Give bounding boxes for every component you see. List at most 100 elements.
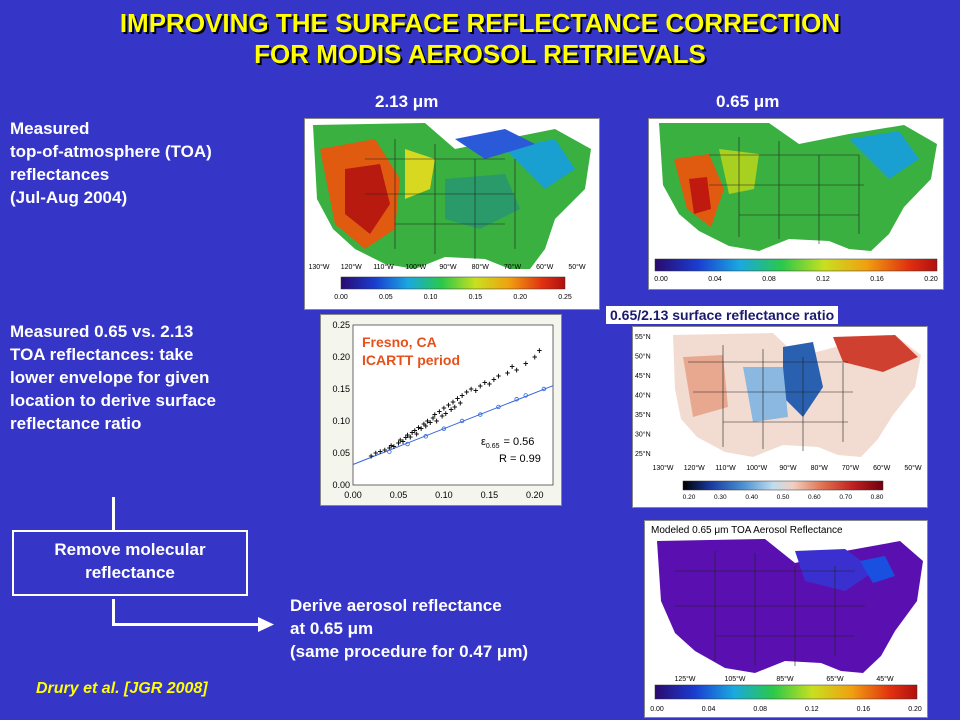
scatter-point: +	[396, 438, 401, 448]
lat-tick-ratio: 50°N	[635, 353, 651, 361]
lat-tick-ratio: 35°N	[635, 411, 651, 419]
scatter-point: +	[373, 448, 378, 458]
envelope-point	[405, 441, 410, 447]
scatter-point: +	[398, 435, 403, 445]
y-tick-label: 0.05	[332, 448, 350, 458]
measured-line-4: (Jul-Aug 2004)	[10, 188, 128, 207]
label-065um: 0.65 μm	[716, 92, 780, 111]
colorbar-tick-213: 0.10	[424, 294, 438, 301]
connector-line-top	[112, 497, 115, 530]
map-modeled-svg: Modeled 0.65 μm TOA Aerosol Reflectance …	[645, 521, 927, 717]
annotation-line-1: Fresno, CA	[362, 334, 437, 350]
lon-tick-213: 70°W	[504, 263, 522, 271]
scatter-point: +	[478, 381, 483, 391]
colorbar-tick-ratio: 0.40	[745, 494, 758, 501]
derive-line-3: (same procedure for 0.47 μm)	[290, 642, 529, 661]
map-ratio-svg: 55°N 50°N 45°N 40°N 35°N 30°N 25°N 130°W 120°W 1…	[633, 327, 927, 507]
colorbar-tick-modeled: 0.08	[753, 706, 767, 713]
scatter-point: +	[482, 378, 487, 388]
scatter-point: +	[441, 403, 446, 413]
scatter-point: +	[532, 352, 537, 362]
scatter-point: +	[419, 424, 424, 434]
plot-area	[352, 324, 554, 486]
modeled-map-title: Modeled 0.65 μm TOA Aerosol Reflectance	[651, 525, 843, 536]
lat-tick-ratio: 45°N	[635, 372, 651, 380]
lon-tick-ratio: 60°W	[873, 464, 891, 472]
scatter-point: +	[387, 443, 392, 453]
scatter-point: +	[409, 428, 414, 438]
map-213um: 0.00 0.05 0.10 0.15 0.20 0.25 130°W 120°W 110°W…	[304, 118, 600, 310]
vs-line-5: reflectance ratio	[10, 414, 142, 433]
scatter-svg: + + + + +++ +++++++++++++++++++++++++++++ + + + +…	[321, 315, 561, 505]
y-tick-label: 0.00	[332, 480, 350, 490]
colorbar-tick-modeled: 0.00	[650, 706, 664, 713]
box-line-2: reflectance	[85, 563, 175, 582]
arrow-head-icon	[258, 617, 274, 632]
x-tick-label: 0.20	[526, 490, 544, 500]
lat-tick-ratio: 55°N	[635, 333, 651, 341]
scatter-point: +	[509, 362, 514, 372]
scatter-point: +	[437, 406, 442, 416]
measured-line-1: Measured	[10, 119, 90, 138]
colorbar-tick-modeled: 0.04	[702, 706, 716, 713]
scatter-point: +	[414, 429, 419, 439]
scatter-point: +	[391, 442, 396, 452]
scatter-point: +	[412, 426, 417, 436]
scatter-point: +	[432, 410, 437, 420]
lon-tick-ratio: 110°W	[715, 464, 736, 472]
y-tick-label: 0.25	[332, 320, 350, 330]
map-065um: 0.00 0.04 0.08 0.12 0.16 0.20	[648, 118, 944, 290]
map-ratio: 55°N 50°N 45°N 40°N 35°N 30°N 25°N 130°W 120°W 1…	[632, 326, 928, 508]
x-tick-label: 0.10	[435, 490, 453, 500]
lon-tick-213: 80°W	[472, 263, 490, 271]
colorbar-tick-065: 0.08	[762, 276, 776, 283]
lon-tick-ratio: 90°W	[779, 464, 797, 472]
colorbar-tick-ratio: 0.60	[808, 494, 821, 501]
scatter-point: +	[425, 416, 430, 426]
scatter-point: +	[408, 432, 413, 442]
scatter-point: +	[449, 404, 454, 414]
colorbar-tick-213: 0.25	[558, 294, 572, 301]
lon-tick-213: 90°W	[439, 263, 457, 271]
fresno-annotation: Fresno, CA ICARTT period	[362, 333, 460, 369]
scatter-point: +	[450, 397, 455, 407]
colorbar-tick-ratio: 0.20	[683, 494, 696, 501]
envelope-point	[478, 412, 483, 417]
scatter-point: +	[523, 358, 528, 368]
scatter-point: +	[378, 447, 383, 457]
map-065-svg: 0.00 0.04 0.08 0.12 0.16 0.20	[649, 119, 943, 289]
x-tick-label: 0.05	[390, 490, 408, 500]
lat-tick-ratio: 25°N	[635, 450, 651, 458]
lon-tick-ratio: 100°W	[746, 464, 767, 472]
title-line-1: IMPROVING THE SURFACE REFLECTANCE CORREC…	[119, 8, 841, 38]
scatter-point: +	[458, 398, 463, 408]
fit-label-r: R = 0.99	[499, 453, 541, 465]
lon-tick-modeled: 45°W	[876, 675, 894, 683]
derive-line-2: at 0.65 μm	[290, 619, 374, 638]
envelope-point	[514, 397, 519, 402]
colorbar-tick-ratio: 0.80	[871, 494, 884, 501]
box-line-1: Remove molecular	[54, 540, 206, 559]
lat-tick-ratio: 30°N	[635, 431, 651, 439]
x-tick-label: 0.00	[344, 490, 362, 500]
vs-line-3: lower envelope for given	[10, 368, 210, 387]
colorbar-tick-065: 0.20	[924, 276, 938, 283]
colorbar-tick-213: 0.05	[379, 294, 393, 301]
scatter-point: +	[443, 408, 448, 418]
connector-line-right	[112, 623, 262, 626]
vs-line-2: TOA reflectances: take	[10, 345, 194, 364]
lon-tick-ratio: 130°W	[652, 464, 673, 472]
scatter-point: +	[403, 433, 408, 443]
lon-tick-modeled: 65°W	[826, 675, 844, 683]
lon-tick-modeled: 105°W	[724, 675, 745, 683]
colorbar-tick-modeled: 0.16	[857, 706, 871, 713]
scatter-point: +	[389, 440, 394, 450]
scatter-plot: + + + + + + + + + + + + + + + + + + + + + + + + + + + + + + + + + + + + + + + +…	[320, 314, 562, 506]
ratio-map-label: 0.65/2.13 surface reflectance ratio	[606, 306, 839, 324]
lon-tick-213: 50°W	[568, 263, 586, 271]
remove-molecular-box: Remove molecular reflectance	[12, 530, 248, 596]
scatter-point: +	[423, 421, 428, 431]
lon-tick-ratio: 70°W	[842, 464, 860, 472]
scatter-point: +	[473, 385, 478, 395]
scatter-point: +	[369, 451, 374, 461]
